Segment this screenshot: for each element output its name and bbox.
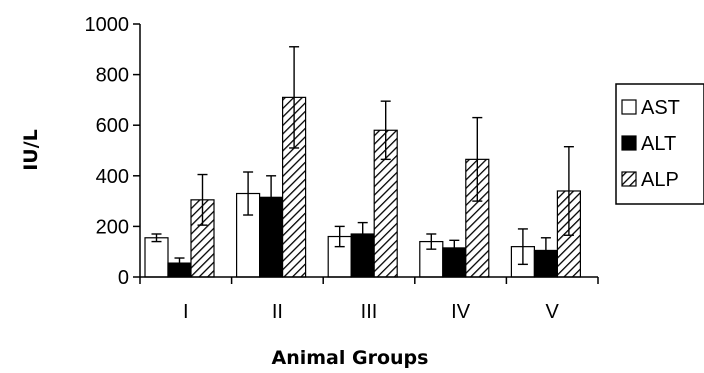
error-bar-alt bbox=[449, 239, 460, 248]
y-tick-label: 400 bbox=[96, 166, 129, 188]
error-bar-alt bbox=[357, 221, 368, 234]
bar-ast bbox=[144, 237, 169, 278]
y-tick-label: 1000 bbox=[85, 14, 130, 36]
error-bar-ast bbox=[517, 228, 528, 266]
legend-label-ast: AST bbox=[641, 97, 680, 119]
legend-label-alt: ALT bbox=[641, 133, 676, 155]
legend-label-alp: ALP bbox=[641, 169, 679, 191]
x-tick-label: IV bbox=[451, 301, 471, 323]
bar-alt bbox=[350, 233, 375, 278]
y-tick-label: 800 bbox=[96, 65, 129, 87]
error-bar-alp bbox=[197, 173, 208, 226]
x-tick-label: I bbox=[183, 301, 189, 323]
y-tick-label: 600 bbox=[96, 115, 129, 137]
error-bar-ast bbox=[426, 233, 437, 250]
legend-swatch-ast bbox=[621, 99, 637, 115]
x-tick-label: V bbox=[546, 301, 560, 323]
legend-swatch-alt bbox=[621, 135, 637, 151]
y-tick-label: 200 bbox=[96, 216, 129, 238]
x-axis-title: Animal Groups bbox=[272, 347, 429, 369]
x-axis-ticks: I II III IV V bbox=[139, 277, 599, 323]
bar-alt bbox=[259, 196, 284, 278]
y-axis-title: IU/L bbox=[20, 129, 42, 171]
bar-alt bbox=[442, 247, 467, 278]
x-tick-label: III bbox=[361, 301, 378, 323]
bar-alt bbox=[167, 262, 192, 278]
error-bar-alp bbox=[563, 146, 574, 236]
error-bar-alp bbox=[289, 46, 300, 149]
y-tick-label: 0 bbox=[118, 267, 129, 289]
x-tick-label: II bbox=[272, 301, 283, 323]
error-bar-ast bbox=[151, 233, 162, 243]
legend: AST ALT ALP bbox=[615, 83, 704, 205]
error-bar-alt bbox=[266, 175, 277, 198]
bar-alt bbox=[533, 249, 559, 278]
error-bar-alp bbox=[472, 116, 483, 202]
error-bar-ast bbox=[334, 225, 345, 248]
error-bar-alt bbox=[540, 237, 551, 251]
error-bar-alp bbox=[380, 100, 391, 161]
legend-swatch-alp bbox=[621, 171, 637, 187]
error-bars bbox=[151, 46, 574, 266]
y-axis-ticks: 0 200 400 600 800 1000 bbox=[85, 14, 140, 289]
error-bar-alt bbox=[174, 257, 185, 264]
error-bar-ast bbox=[243, 171, 254, 216]
bars bbox=[144, 96, 582, 278]
